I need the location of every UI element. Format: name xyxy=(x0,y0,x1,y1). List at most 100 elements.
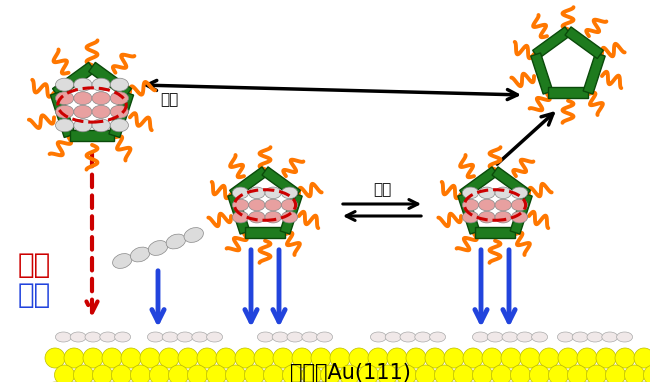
Circle shape xyxy=(596,348,616,368)
Circle shape xyxy=(140,348,160,368)
Ellipse shape xyxy=(287,332,303,342)
Ellipse shape xyxy=(232,211,249,223)
Circle shape xyxy=(102,348,122,368)
Ellipse shape xyxy=(495,187,512,199)
Ellipse shape xyxy=(111,119,129,132)
FancyBboxPatch shape xyxy=(70,130,114,141)
FancyBboxPatch shape xyxy=(109,92,133,138)
Circle shape xyxy=(444,348,464,368)
Ellipse shape xyxy=(385,332,401,342)
Ellipse shape xyxy=(92,105,111,118)
Circle shape xyxy=(292,348,312,368)
FancyBboxPatch shape xyxy=(583,53,605,94)
Circle shape xyxy=(45,348,65,368)
Ellipse shape xyxy=(249,187,265,199)
Ellipse shape xyxy=(92,92,111,105)
Ellipse shape xyxy=(55,92,73,105)
Ellipse shape xyxy=(249,199,265,211)
Circle shape xyxy=(330,348,350,368)
Ellipse shape xyxy=(92,78,111,91)
Circle shape xyxy=(216,348,236,368)
Circle shape xyxy=(482,348,502,368)
Ellipse shape xyxy=(73,92,92,105)
Ellipse shape xyxy=(572,332,588,342)
Ellipse shape xyxy=(131,247,150,262)
Circle shape xyxy=(197,348,217,368)
Circle shape xyxy=(92,365,112,382)
Circle shape xyxy=(273,348,293,368)
Ellipse shape xyxy=(517,332,533,342)
Ellipse shape xyxy=(73,78,92,91)
Ellipse shape xyxy=(370,332,386,342)
Circle shape xyxy=(558,348,578,368)
Ellipse shape xyxy=(73,119,92,132)
Ellipse shape xyxy=(281,199,298,211)
Ellipse shape xyxy=(502,332,518,342)
Text: 平詰: 平詰 xyxy=(373,183,391,197)
Ellipse shape xyxy=(495,211,512,223)
Circle shape xyxy=(168,365,188,382)
Ellipse shape xyxy=(55,119,73,132)
Circle shape xyxy=(178,348,198,368)
Circle shape xyxy=(226,365,246,382)
Circle shape xyxy=(150,365,170,382)
Circle shape xyxy=(396,365,417,382)
Text: 基板：Au(111): 基板：Au(111) xyxy=(289,363,410,382)
Ellipse shape xyxy=(55,78,73,91)
Circle shape xyxy=(501,348,521,368)
Ellipse shape xyxy=(148,241,168,256)
Ellipse shape xyxy=(111,105,129,118)
Ellipse shape xyxy=(587,332,603,342)
Circle shape xyxy=(586,365,606,382)
FancyBboxPatch shape xyxy=(475,227,515,238)
FancyBboxPatch shape xyxy=(88,62,131,98)
Text: 放出: 放出 xyxy=(18,251,51,279)
FancyBboxPatch shape xyxy=(458,193,480,234)
Ellipse shape xyxy=(73,105,92,118)
Ellipse shape xyxy=(495,199,512,211)
Text: 吸着: 吸着 xyxy=(18,281,51,309)
Circle shape xyxy=(491,365,512,382)
Circle shape xyxy=(283,365,302,382)
Circle shape xyxy=(415,365,436,382)
Ellipse shape xyxy=(100,332,116,342)
Ellipse shape xyxy=(92,119,111,132)
Circle shape xyxy=(64,348,84,368)
Ellipse shape xyxy=(265,187,281,199)
Ellipse shape xyxy=(478,199,495,211)
Circle shape xyxy=(625,365,645,382)
FancyBboxPatch shape xyxy=(229,167,268,199)
Text: 平詰: 平詰 xyxy=(160,92,178,107)
Circle shape xyxy=(463,348,483,368)
Ellipse shape xyxy=(232,187,249,199)
FancyBboxPatch shape xyxy=(492,167,530,199)
Circle shape xyxy=(567,365,588,382)
Ellipse shape xyxy=(232,199,249,211)
Circle shape xyxy=(254,348,274,368)
Ellipse shape xyxy=(111,78,129,91)
Ellipse shape xyxy=(114,332,131,342)
Ellipse shape xyxy=(265,199,281,211)
Ellipse shape xyxy=(462,211,478,223)
Ellipse shape xyxy=(85,332,101,342)
Ellipse shape xyxy=(111,92,129,105)
Ellipse shape xyxy=(488,332,503,342)
Ellipse shape xyxy=(400,332,416,342)
Circle shape xyxy=(606,365,625,382)
Ellipse shape xyxy=(478,187,495,199)
Ellipse shape xyxy=(112,254,132,269)
Circle shape xyxy=(244,365,265,382)
Circle shape xyxy=(359,365,378,382)
Ellipse shape xyxy=(478,211,495,223)
Circle shape xyxy=(530,365,549,382)
FancyBboxPatch shape xyxy=(460,167,498,199)
Ellipse shape xyxy=(317,332,333,342)
FancyBboxPatch shape xyxy=(245,227,285,238)
Ellipse shape xyxy=(473,332,488,342)
Ellipse shape xyxy=(272,332,288,342)
Circle shape xyxy=(510,365,530,382)
Circle shape xyxy=(406,348,426,368)
FancyBboxPatch shape xyxy=(53,62,96,98)
Circle shape xyxy=(83,348,103,368)
FancyBboxPatch shape xyxy=(262,167,300,199)
